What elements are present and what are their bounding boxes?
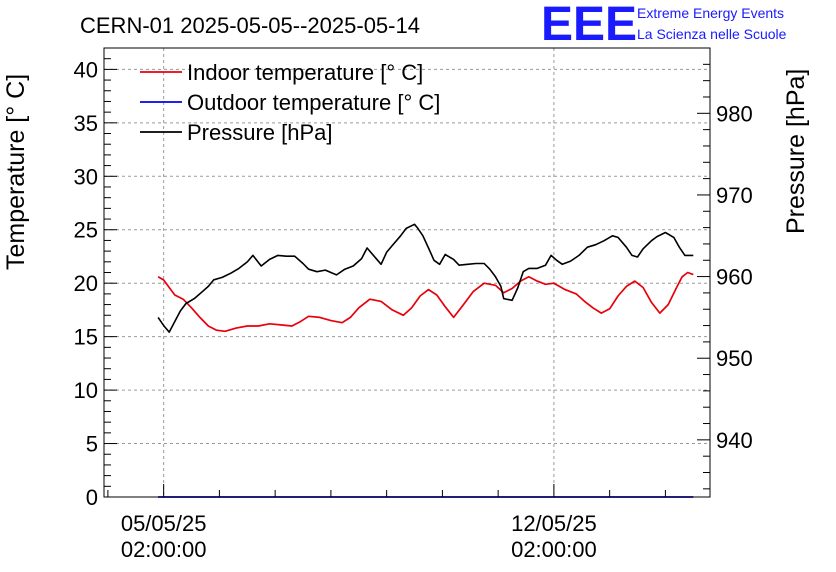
y-left-tick-label: 35	[74, 111, 98, 136]
series-line-pressure	[157, 223, 694, 333]
y-left-tick-label: 0	[86, 485, 98, 510]
chart-title: CERN-01 2025-05-05--2025-05-14	[80, 13, 420, 38]
logo-line-1: Extreme Energy Events	[637, 5, 784, 21]
y-right-tick-label: 980	[716, 101, 753, 126]
series-lines	[157, 223, 694, 498]
x-tick-label-date: 12/05/25	[511, 511, 597, 536]
y-left-tick-label: 40	[74, 57, 98, 82]
y-right-tick-label: 970	[716, 183, 753, 208]
y-left-tick-label: 25	[74, 218, 98, 243]
gridlines	[104, 48, 710, 497]
eee-logo: EEE Extreme Energy Events La Scienza nel…	[541, 0, 787, 51]
x-tick-label-time: 02:00:00	[121, 537, 207, 562]
legend-label-indoor: Indoor temperature [° C]	[187, 60, 423, 85]
y-axis-left-label: Temperature [° C]	[2, 74, 30, 270]
y-right-tick-label: 940	[716, 428, 753, 453]
legend: Indoor temperature [° C] Outdoor tempera…	[140, 60, 440, 145]
plot-frame	[103, 47, 711, 498]
y-right-tick-label: 950	[716, 346, 753, 371]
y-left-tick-label: 20	[74, 271, 98, 296]
x-tick-label-time: 02:00:00	[511, 537, 597, 562]
legend-label-outdoor: Outdoor temperature [° C]	[187, 90, 440, 115]
x-tick-label-date: 05/05/25	[121, 511, 207, 536]
y-left-tick-label: 15	[74, 325, 98, 350]
y-axis-right-label: Pressure [hPa]	[782, 69, 810, 234]
legend-label-pressure: Pressure [hPa]	[187, 120, 333, 145]
eee-logo-mark: EEE	[541, 0, 637, 51]
y-left-tick-label: 5	[86, 432, 98, 457]
y-left-tick-label: 10	[74, 378, 98, 403]
axis-ticks: 051015202530354094095096097098005/05/250…	[74, 57, 753, 562]
series-line-indoor	[157, 271, 694, 333]
logo-line-2: La Scienza nelle Scuole	[637, 26, 787, 42]
y-left-tick-label: 30	[74, 164, 98, 189]
y-right-tick-label: 960	[716, 265, 753, 290]
